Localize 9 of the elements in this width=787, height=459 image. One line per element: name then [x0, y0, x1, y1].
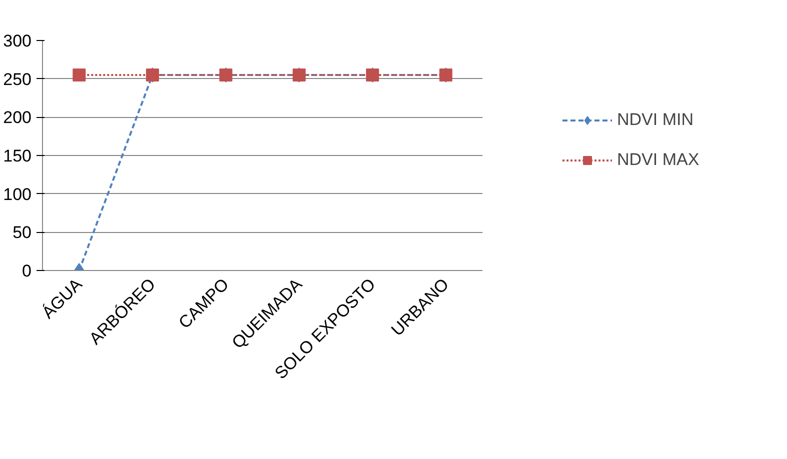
y-tick-label: 100 — [3, 184, 32, 204]
y-tick-label: 50 — [12, 223, 32, 242]
y-tick-label: 250 — [3, 70, 32, 89]
y-tick-label: 150 — [3, 146, 32, 166]
y-tick-label: 300 — [3, 32, 32, 50]
legend-label: NDVI MIN — [617, 110, 694, 130]
y-tick-label: 200 — [3, 108, 32, 128]
legend-label: NDVI MAX — [617, 150, 700, 170]
y-tick-label: 0 — [22, 262, 32, 280]
